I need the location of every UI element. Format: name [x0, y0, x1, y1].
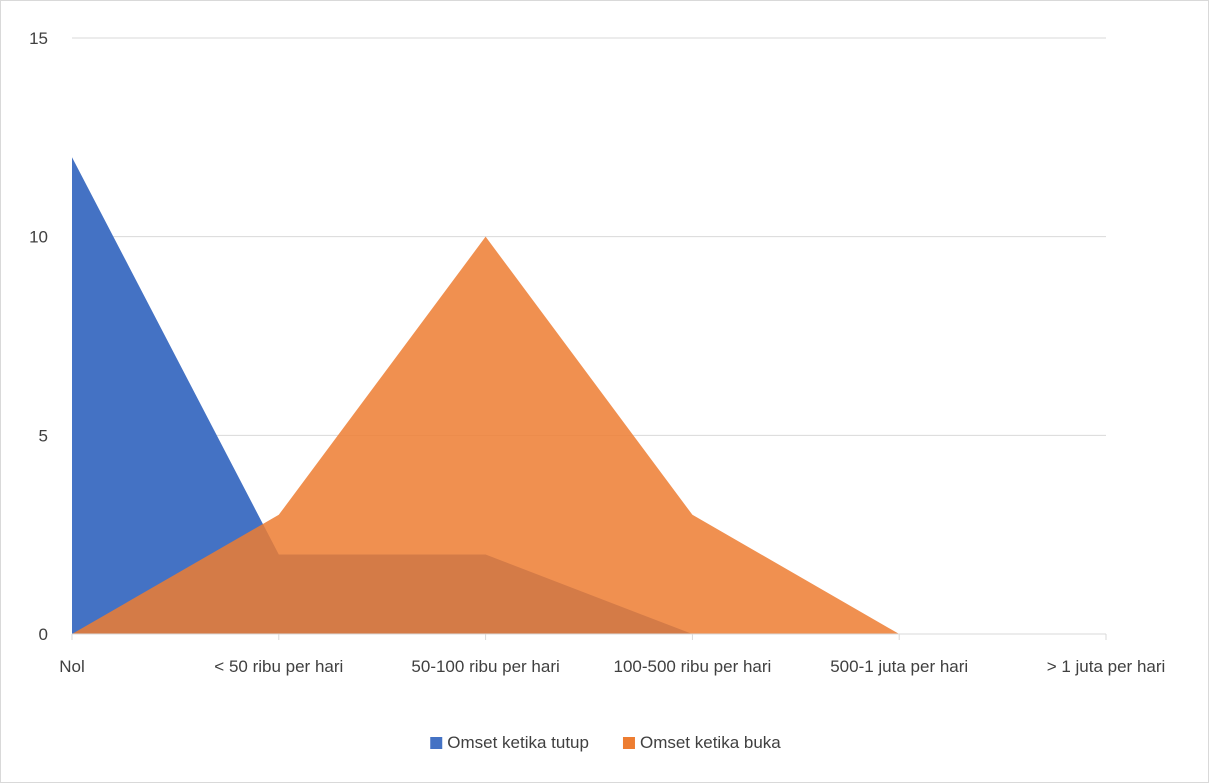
legend-swatch-1 — [430, 737, 443, 749]
x-axis — [71, 633, 1107, 640]
x-axis-tick-labels: Nol < 50 ribu per hari 50-100 ribu per har… — [59, 657, 1165, 676]
x-tick-label: 500-1 juta per hari — [830, 657, 968, 676]
y-axis-tick-labels: 0 5 10 15 — [29, 29, 48, 644]
y-tick-label-0: 0 — [39, 625, 48, 644]
series-area-2 — [72, 236, 1106, 634]
series-areas — [72, 157, 1106, 634]
y-tick-label-10: 10 — [29, 228, 48, 247]
legend-label-2: Omset ketika buka — [640, 733, 781, 752]
x-tick-label: < 50 ribu per hari — [214, 657, 343, 676]
y-tick-label-5: 5 — [39, 426, 48, 445]
x-tick-label: 50-100 ribu per hari — [411, 657, 559, 676]
y-tick-label-15: 15 — [29, 29, 48, 48]
legend-swatch-2 — [622, 737, 635, 749]
x-tick-label: 100-500 ribu per hari — [613, 657, 771, 676]
legend: Omset ketika tutup Omset ketika buka — [430, 733, 781, 752]
x-tick-label: Nol — [59, 657, 85, 676]
legend-label-1: Omset ketika tutup — [447, 733, 589, 752]
x-tick-label: > 1 juta per hari — [1047, 657, 1166, 676]
